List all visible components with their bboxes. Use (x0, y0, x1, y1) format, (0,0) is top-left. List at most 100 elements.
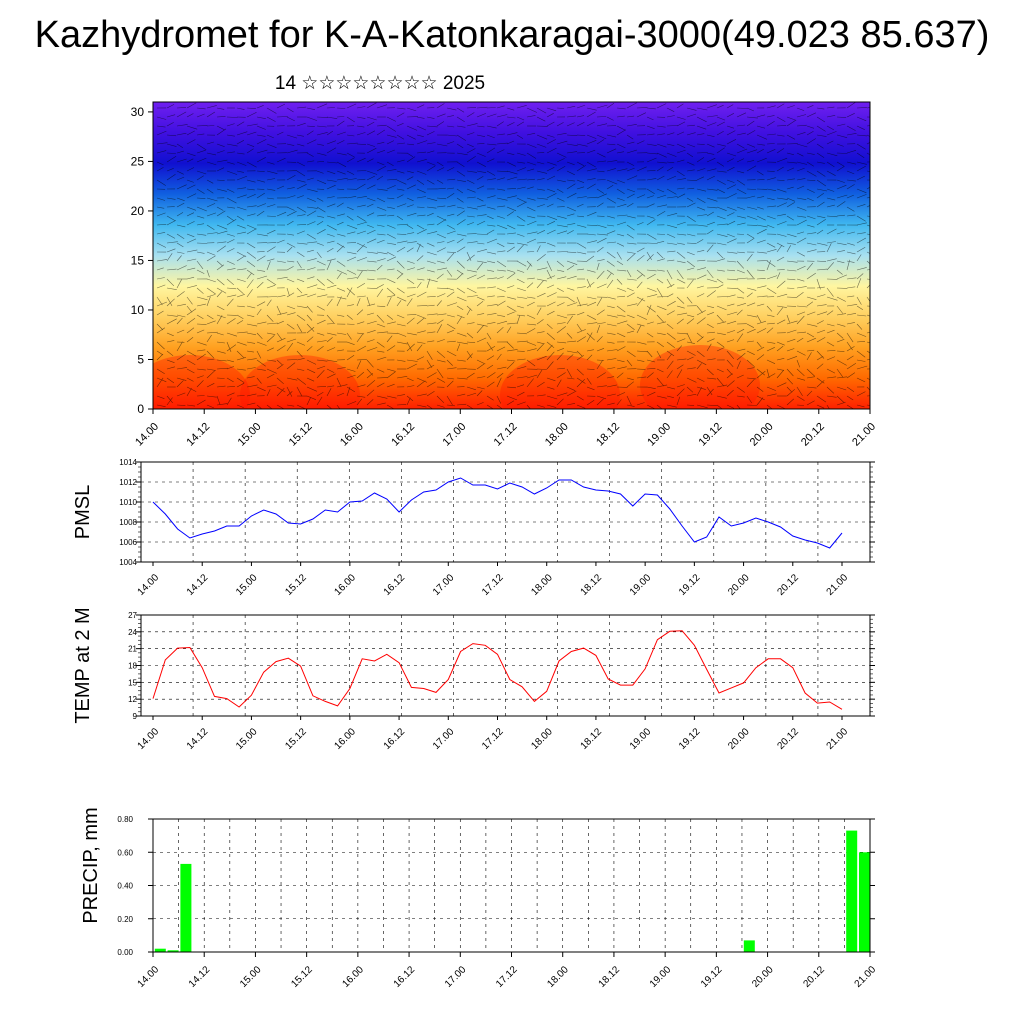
wind-barb (606, 134, 617, 138)
wind-barb (516, 315, 521, 325)
wind-barb (186, 276, 195, 280)
wind-barb (376, 251, 388, 255)
wind-barb (166, 241, 178, 244)
wind-barb (476, 337, 487, 343)
wind-barb (716, 188, 725, 194)
wind-barb (246, 332, 257, 336)
wind-barb (666, 353, 672, 361)
wind-barb (476, 359, 486, 365)
wind-barb (856, 143, 866, 150)
x-tick-label: 15.00 (234, 726, 260, 752)
wind-barb (296, 224, 307, 226)
wind-barb (646, 219, 656, 226)
wind-barb (186, 387, 192, 397)
wind-barb (236, 395, 245, 397)
wind-barb (726, 380, 735, 388)
wind-barb (176, 265, 187, 271)
y-axis-label: PMSL (72, 485, 94, 539)
wind-barb (506, 359, 516, 362)
wind-barb (586, 107, 597, 111)
wind-barb (856, 175, 865, 181)
wind-barb (366, 143, 376, 147)
wind-barb (286, 287, 290, 296)
wind-barb (366, 379, 376, 388)
wind-barb (276, 211, 287, 217)
wind-barb (336, 269, 347, 275)
wind-barb (586, 368, 595, 370)
wind-barb (426, 116, 435, 119)
wind-barb (676, 305, 685, 309)
wind-barb (236, 121, 245, 127)
wind-barb (836, 339, 845, 343)
wind-barb (646, 332, 654, 338)
wind-barb (396, 341, 408, 345)
wind-barb (386, 368, 396, 372)
wind-barb (296, 206, 307, 213)
wind-barb (306, 326, 315, 334)
wind-barb (366, 303, 376, 307)
wind-barb (516, 332, 527, 335)
wind-barb (816, 170, 826, 177)
wind-barb (686, 341, 695, 344)
wind-barb (226, 341, 232, 353)
wind-barb (156, 212, 166, 217)
wind-barb (686, 179, 698, 181)
wind-barb (266, 314, 274, 322)
wind-barb (306, 368, 316, 374)
wind-barb (386, 314, 394, 320)
wind-barb (776, 188, 787, 193)
wind-barb (776, 242, 785, 248)
wind-barb (546, 351, 555, 361)
wind-barb (826, 243, 832, 253)
wind-barb (256, 308, 262, 316)
wind-barb (196, 175, 204, 181)
wind-barb (756, 148, 765, 154)
wind-barb (576, 377, 586, 384)
wind-barb (426, 391, 435, 397)
wind-barb (756, 215, 766, 221)
wind-barb (356, 269, 368, 272)
wind-barb (666, 188, 677, 195)
wind-barb (676, 364, 684, 370)
x-tick-label: 19.00 (628, 726, 654, 752)
wind-barb (606, 402, 615, 406)
wind-barb (656, 194, 667, 199)
wind-barb (786, 389, 795, 397)
wind-barb (506, 232, 516, 235)
wind-barb (546, 275, 556, 280)
wind-barb (356, 384, 366, 388)
wind-barb (746, 130, 756, 136)
wind-barb (396, 188, 405, 191)
wind-barb (786, 197, 796, 202)
wind-barb (266, 107, 277, 114)
wind-barb (206, 314, 214, 320)
wind-barb (206, 188, 214, 194)
wind-barb (546, 167, 555, 172)
wind-barb (466, 308, 471, 316)
wind-barb (526, 296, 536, 299)
wind-barb (306, 359, 317, 365)
wind-barb (766, 120, 775, 127)
y-tick-label: 1012 (119, 478, 137, 487)
wind-barb (166, 366, 175, 370)
wind-barb (636, 247, 645, 253)
wind-barb (636, 222, 644, 226)
wind-barb (366, 238, 377, 244)
wind-barb (336, 107, 346, 109)
wind-barb (726, 330, 736, 334)
wind-barb (836, 305, 844, 314)
wind-barb (356, 298, 361, 307)
wind-barb (466, 107, 477, 109)
x-tick-label: 17.00 (431, 726, 457, 752)
wind-barb (426, 331, 436, 334)
wind-barb (216, 260, 223, 267)
wind-barb (376, 350, 385, 353)
wind-barb (336, 120, 345, 127)
wind-barb (356, 398, 363, 406)
wind-barb (846, 372, 856, 379)
wind-barb (826, 161, 835, 168)
wind-barb (196, 188, 205, 194)
wind-barb (586, 377, 592, 385)
wind-barb (536, 204, 545, 208)
wind-barb (626, 287, 634, 292)
